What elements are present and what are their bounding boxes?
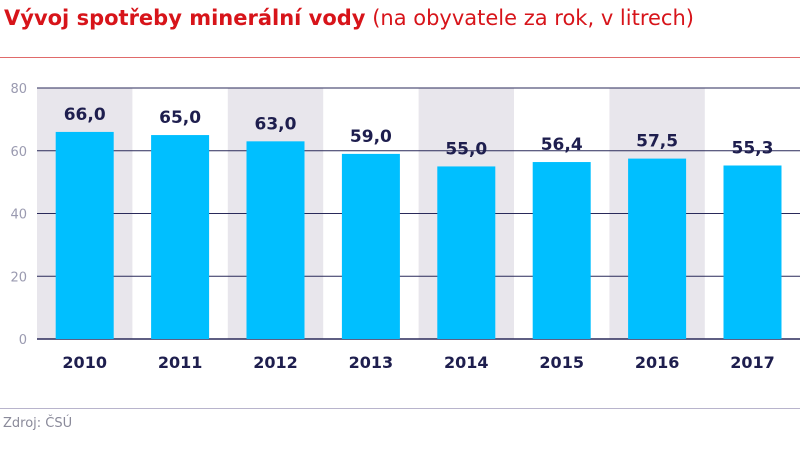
x-tick-label: 2016 [635,353,680,372]
bar-chart: 0 20 40 60 80 66,0 2010 65,0 2011 63,0 2012 59,0 20… [10,82,800,372]
data-label: 65,0 [159,108,201,128]
footer-divider [0,408,800,409]
bar [723,165,782,339]
x-tick-label: 2010 [62,353,107,372]
x-tick-label: 2015 [539,353,584,372]
y-tick-label: 80 [10,82,27,97]
y-tick-label: 20 [10,270,27,285]
chart-title: Vývoj spotřeby minerální vody (na obyvat… [4,6,694,30]
title-subtitle: (na obyvatele za rok, v litrech) [372,6,694,30]
bar [151,135,210,339]
x-tick-label: 2014 [444,353,489,372]
title-divider [0,57,800,58]
data-label: 66,0 [64,105,106,125]
data-label: 56,4 [541,135,583,155]
y-tick-label: 0 [19,333,27,348]
bar [55,131,114,339]
x-tick-label: 2013 [349,353,394,372]
source-note: Zdroj: ČSÚ [3,416,73,431]
bar [246,141,305,339]
bar [628,158,687,339]
bar [341,153,400,339]
y-tick-label: 40 [10,208,27,223]
x-tick-label: 2011 [158,353,203,372]
data-label: 63,0 [255,114,297,134]
data-label: 55,0 [445,139,487,159]
y-tick-label: 60 [10,145,27,160]
bar [437,166,496,339]
data-label: 57,5 [636,132,678,152]
x-tick-label: 2012 [253,353,298,372]
bar [532,162,591,339]
data-label: 59,0 [350,127,392,147]
x-tick-label: 2017 [730,353,775,372]
data-label: 55,3 [732,138,774,158]
title-main: Vývoj spotřeby minerální vody [4,6,366,30]
